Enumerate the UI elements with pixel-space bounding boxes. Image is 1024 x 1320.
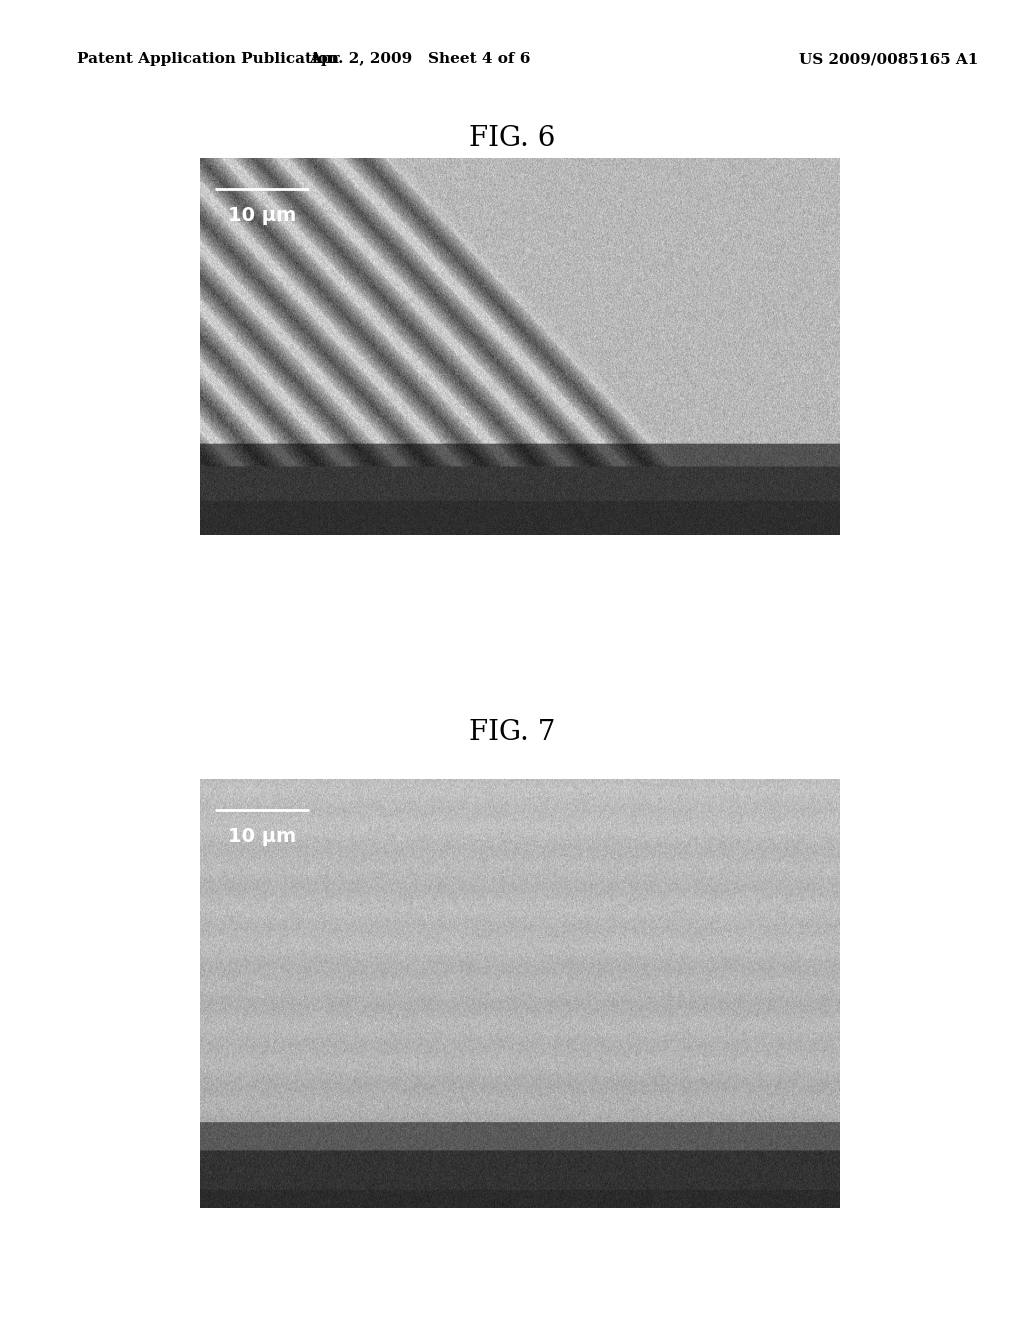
Text: 10 μm: 10 μm	[227, 826, 296, 846]
Text: 10 μm: 10 μm	[227, 206, 296, 226]
Text: Patent Application Publication: Patent Application Publication	[77, 53, 339, 66]
Text: Apr. 2, 2009   Sheet 4 of 6: Apr. 2, 2009 Sheet 4 of 6	[309, 53, 530, 66]
Text: US 2009/0085165 A1: US 2009/0085165 A1	[799, 53, 978, 66]
Text: FIG. 6: FIG. 6	[469, 125, 555, 152]
Text: FIG. 7: FIG. 7	[469, 719, 555, 746]
